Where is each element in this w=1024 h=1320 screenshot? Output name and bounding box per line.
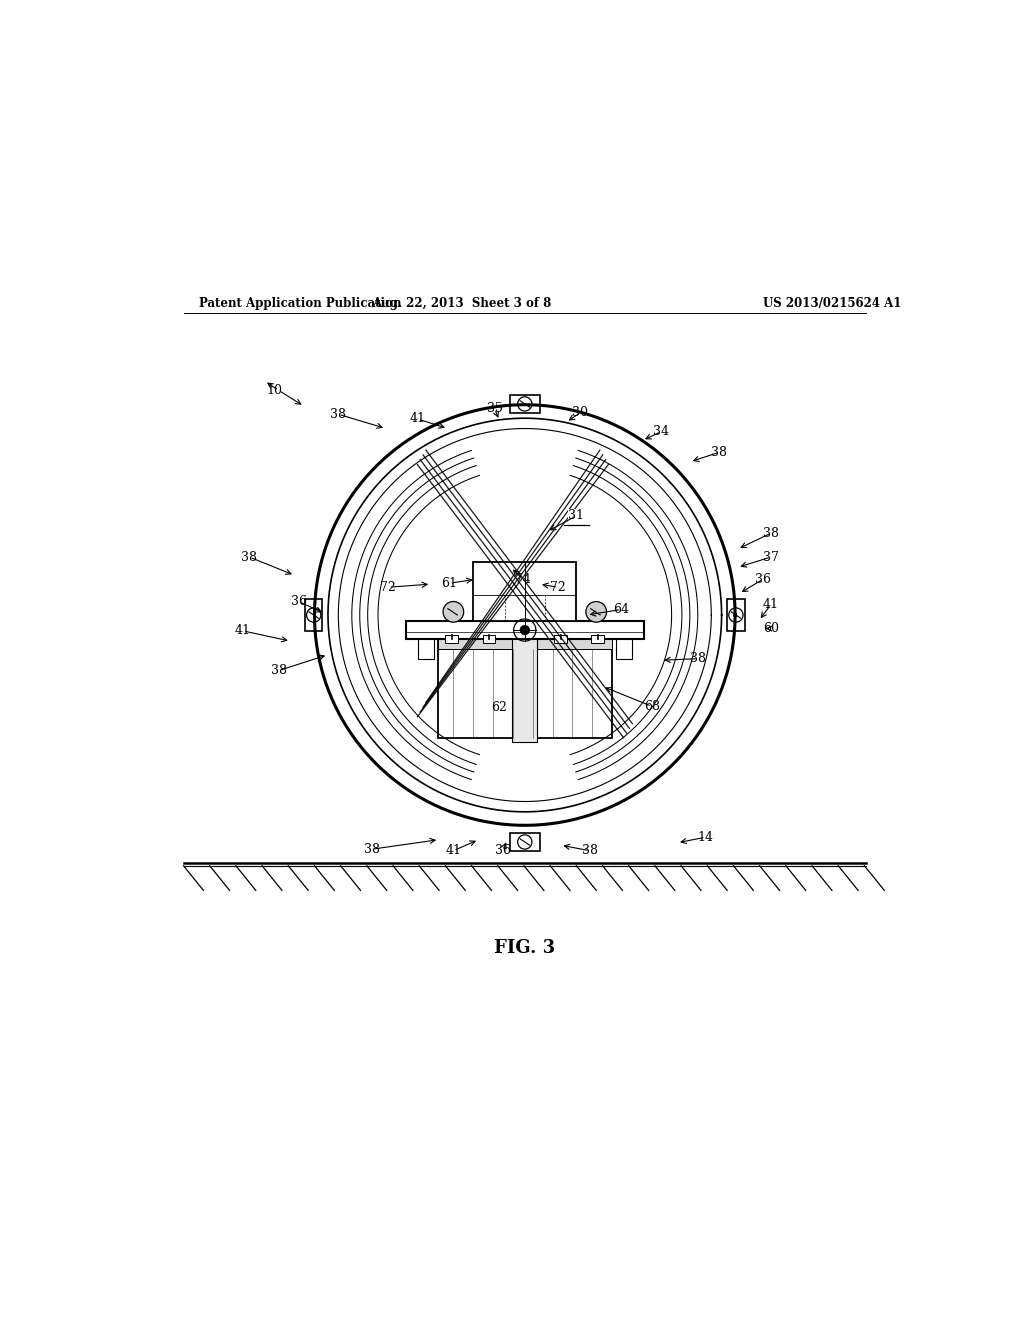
Bar [616, 639, 632, 659]
Text: 14: 14 [697, 830, 714, 843]
Text: 41: 41 [763, 598, 779, 611]
Text: 38: 38 [242, 550, 257, 564]
Text: 64: 64 [613, 603, 630, 616]
Bar [482, 635, 496, 643]
Bar [445, 635, 458, 643]
Text: 36: 36 [291, 595, 306, 609]
Text: 36: 36 [495, 845, 511, 857]
Text: 35: 35 [486, 403, 503, 416]
Bar [406, 622, 644, 639]
Bar [437, 635, 612, 738]
Circle shape [443, 602, 464, 622]
Text: 41: 41 [445, 845, 462, 857]
Bar [554, 635, 567, 643]
Text: 72: 72 [381, 581, 396, 594]
Text: 36: 36 [755, 573, 771, 586]
Bar [418, 639, 433, 659]
Text: FIG. 3: FIG. 3 [495, 940, 555, 957]
Bar [592, 635, 604, 643]
Circle shape [518, 834, 531, 849]
Bar [437, 635, 612, 649]
Text: 74: 74 [515, 573, 531, 586]
Text: 31: 31 [568, 510, 585, 523]
Text: 61: 61 [441, 577, 458, 590]
Bar [473, 562, 577, 622]
Text: 34: 34 [653, 425, 670, 438]
Text: 60: 60 [763, 622, 779, 635]
Text: 72: 72 [550, 581, 566, 594]
Text: 38: 38 [270, 664, 287, 677]
Text: 38: 38 [331, 408, 346, 421]
Text: US 2013/0215624 A1: US 2013/0215624 A1 [763, 297, 901, 310]
Text: 38: 38 [365, 842, 381, 855]
Circle shape [729, 609, 743, 622]
FancyBboxPatch shape [510, 833, 540, 850]
Text: 38: 38 [763, 527, 779, 540]
Text: 68: 68 [644, 700, 659, 713]
Bar [512, 631, 538, 742]
Text: Aug. 22, 2013  Sheet 3 of 8: Aug. 22, 2013 Sheet 3 of 8 [372, 297, 551, 310]
Text: 62: 62 [492, 701, 507, 714]
FancyBboxPatch shape [305, 599, 323, 631]
Text: Patent Application Publication: Patent Application Publication [200, 297, 402, 310]
Circle shape [520, 626, 529, 635]
Text: 30: 30 [572, 407, 589, 420]
Text: 10: 10 [267, 384, 283, 397]
Text: 38: 38 [582, 845, 598, 857]
Circle shape [586, 602, 606, 622]
Circle shape [306, 609, 321, 622]
Text: 37: 37 [763, 550, 779, 564]
Circle shape [518, 397, 531, 411]
FancyBboxPatch shape [727, 599, 744, 631]
Text: 38: 38 [690, 652, 706, 665]
Text: 41: 41 [410, 412, 426, 425]
Text: 41: 41 [236, 624, 251, 638]
FancyBboxPatch shape [510, 395, 540, 413]
Text: 38: 38 [712, 446, 727, 459]
